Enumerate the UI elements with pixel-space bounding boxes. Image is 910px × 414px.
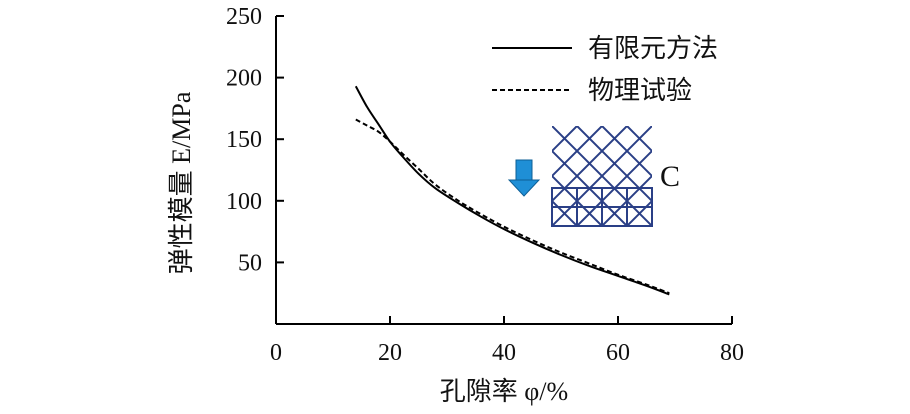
y-tick-label: 150: [226, 127, 262, 153]
lattice-strut: [576, 149, 652, 226]
legend: 有限元方法 物理试验: [492, 34, 718, 105]
y-axis-label: 弹性模量 E/MPa: [167, 91, 196, 274]
x-ticks: 0 20 40 60 80: [270, 316, 744, 366]
series-line-0: [354, 85, 670, 296]
x-tick-label: 40: [492, 340, 516, 366]
lattice-strut: [601, 126, 652, 178]
lattice-strut: [552, 126, 553, 128]
x-tick-label: 20: [378, 340, 402, 366]
lattice-strut: [601, 174, 652, 226]
y-tick-label: 50: [238, 250, 262, 276]
down-arrow-icon: [507, 159, 541, 197]
lattice-structure-icon: [551, 126, 653, 227]
lattice-strut: [552, 174, 603, 226]
lattice-frame: [551, 187, 653, 227]
legend-label-1: 物理试验: [588, 76, 692, 105]
x-tick-label: 60: [606, 340, 630, 366]
series-layer: [354, 85, 670, 296]
x-tick-label: 80: [720, 340, 744, 366]
inset-label: C: [660, 160, 680, 193]
x-tick-label: 0: [270, 340, 282, 366]
legend-label-0: 有限元方法: [588, 34, 718, 63]
lattice-strut: [626, 199, 652, 226]
lattice-strut: [552, 126, 628, 203]
y-ticks: 50 100 150 200 250: [226, 4, 284, 276]
lattice-strut: [552, 126, 578, 153]
lattice-strut: [552, 199, 578, 226]
lattice-strut: [552, 126, 652, 226]
lattice-strut: [626, 126, 652, 153]
series-line-1: [355, 118, 670, 295]
inset: C: [507, 126, 680, 227]
y-tick-label: 250: [226, 4, 262, 30]
x-axis-label: 孔隙率 φ/%: [440, 377, 568, 406]
lattice-strut: [552, 224, 553, 226]
lattice-lines: [552, 126, 652, 226]
y-tick-label: 100: [226, 189, 262, 215]
y-tick-label: 200: [226, 66, 262, 92]
lattice-strut: [552, 126, 603, 178]
